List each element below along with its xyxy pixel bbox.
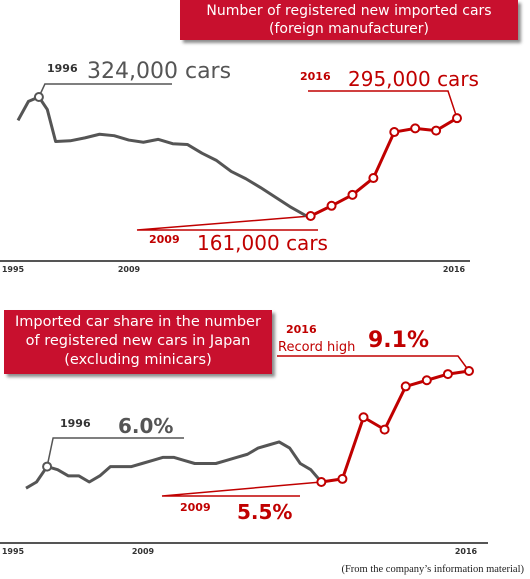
data-point-2011 bbox=[347, 189, 358, 200]
data-point-2010 bbox=[326, 200, 337, 211]
data-point-2016 bbox=[452, 113, 462, 124]
annotation-line-2016 bbox=[308, 90, 458, 119]
annotation-line-2009 bbox=[161, 481, 322, 497]
chart1-title-line-2: (foreign manufacturer) bbox=[269, 21, 429, 37]
data-point-2015 bbox=[431, 125, 442, 136]
chart2-title-line-1: Imported car share in the number bbox=[15, 314, 261, 330]
data-point-2012 bbox=[379, 424, 390, 435]
chart2-title-line-2: of registered new cars in Japan bbox=[25, 333, 251, 349]
annotation-2016-year: 2016 bbox=[286, 323, 317, 336]
x-tick-label: 2009 bbox=[118, 265, 141, 274]
source-note: (From the company’s information material… bbox=[341, 564, 524, 575]
annotation-1996-year: 1996 bbox=[47, 62, 78, 75]
series-line-2009-2016 bbox=[321, 369, 470, 484]
series-line-1995-2009 bbox=[25, 440, 323, 490]
data-point-2012 bbox=[368, 173, 379, 184]
chart1-title-line-1: Number of registered new imported cars bbox=[206, 3, 492, 19]
annotation-2009-value: 5.5% bbox=[237, 500, 292, 524]
annotation-2009-value: 161,000 cars bbox=[197, 231, 328, 255]
annotation-line-2016 bbox=[277, 355, 470, 372]
data-point-2016 bbox=[464, 366, 474, 376]
data-point-2009 bbox=[305, 211, 316, 221]
x-tick-label: 2016 bbox=[455, 547, 478, 556]
x-tick-label: 1995 bbox=[2, 547, 25, 556]
data-point-2015 bbox=[442, 369, 453, 380]
annotation-line-1996 bbox=[46, 437, 184, 467]
annotation-2016-value: 295,000 cars bbox=[348, 67, 479, 91]
series-line-1995-2009 bbox=[16, 95, 311, 218]
annotation-line-2009 bbox=[136, 215, 318, 231]
annotation-1996-value: 324,000 cars bbox=[87, 59, 231, 84]
chart-registered-imported-cars: 1995 2009 2016 1996 324,000 cars 2009 161,000 … bbox=[0, 59, 479, 274]
annotation-line-1996 bbox=[38, 83, 172, 98]
data-point-2014 bbox=[421, 375, 432, 386]
data-point-2014 bbox=[410, 123, 421, 134]
x-tick-label: 1995 bbox=[2, 265, 25, 274]
data-point-2013 bbox=[400, 381, 411, 392]
x-tick-label: 2009 bbox=[132, 547, 155, 556]
chart1-title: Number of registered new imported cars (… bbox=[180, 0, 518, 40]
data-point-1996 bbox=[42, 461, 53, 472]
data-point-2009 bbox=[316, 477, 327, 487]
annotation-2016-label: Record high bbox=[278, 340, 355, 355]
annotation-2016-value: 9.1% bbox=[368, 328, 429, 353]
data-point-2013 bbox=[389, 127, 400, 138]
chart2-title: Imported car share in the number of regi… bbox=[4, 310, 272, 374]
data-point-2011 bbox=[358, 412, 369, 423]
annotation-2009-year: 2009 bbox=[180, 501, 211, 514]
data-point-2010 bbox=[337, 473, 348, 484]
data-point-1996 bbox=[33, 92, 44, 102]
annotation-1996-value: 6.0% bbox=[118, 414, 173, 438]
annotation-2009-year: 2009 bbox=[149, 233, 180, 246]
chart2-title-line-3: (excluding minicars) bbox=[64, 352, 212, 368]
chart-imported-car-share: 1995 2009 2016 1996 6.0% 2009 5.5% 2016 Record h… bbox=[0, 323, 488, 556]
annotation-1996-year: 1996 bbox=[60, 417, 91, 430]
x-tick-label: 2016 bbox=[443, 265, 466, 274]
annotation-2016-year: 2016 bbox=[300, 70, 331, 83]
